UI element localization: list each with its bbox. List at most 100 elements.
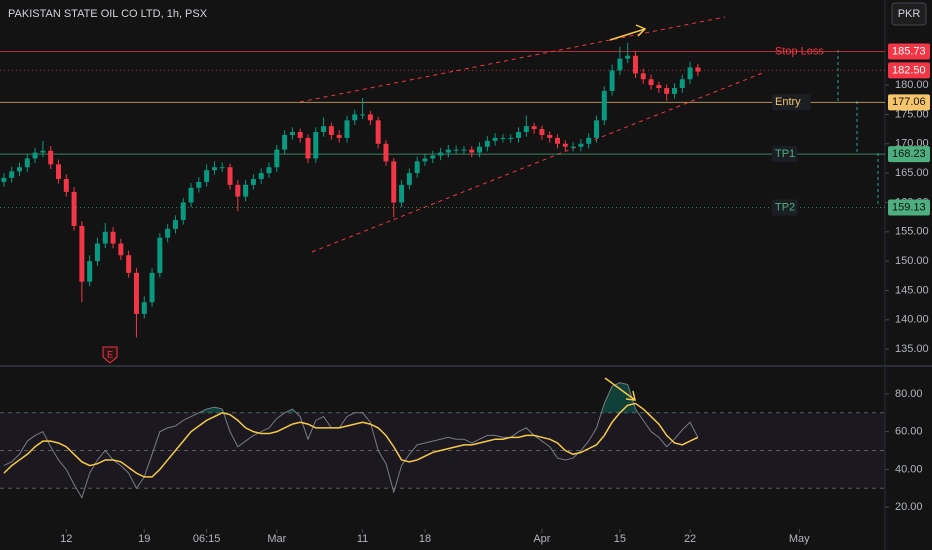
currency: PKR [898,8,921,20]
y-tick-label: 165.00 [895,167,929,179]
annotation-arrows [604,24,647,401]
candle-body [687,67,693,80]
rsi-line [3,402,699,478]
candle-body [336,134,342,138]
currency-box[interactable] [891,2,927,26]
x-tick-label: 22 [684,533,696,545]
x-tick-label: 15 [614,533,626,545]
candle-body [188,187,194,203]
y-tick-label: 20.00 [895,501,923,513]
candle-body [539,129,545,135]
y-tick-label: 145.00 [895,284,929,296]
candle-body [305,137,311,159]
x-tick-label: Mar [267,533,286,545]
candle-body [445,149,451,153]
y-tick-label: 40.00 [895,463,923,475]
candle-body [157,237,163,273]
candle-body [274,149,280,168]
price-tag-label: 182.50 [892,64,926,76]
overbought-fill [3,382,698,413]
candle-body [1,177,7,182]
candle-body [94,243,100,262]
y-tick-label: 60.00 [895,426,923,438]
candle-body [516,132,522,138]
level-label: Entry [775,96,801,108]
candle-body [586,137,592,144]
candle-body [16,167,22,172]
candle-body [313,132,319,159]
arrow [604,377,636,401]
x-tick-label: 06:15 [193,533,221,545]
earnings-badge[interactable] [102,346,118,364]
candle-body [87,261,93,282]
candle-body [32,152,38,159]
channel [299,16,766,253]
candle-body [648,79,654,86]
candle-body [352,114,358,121]
candle-body [391,161,397,203]
candle-body [492,137,498,141]
candle-body [344,120,350,138]
y-tick-label: 150.00 [895,255,929,267]
candle-body [383,143,389,162]
y-tick-label: 175.00 [895,108,929,120]
price-tag-label: 168.23 [892,148,926,160]
candle-body [180,202,186,221]
candle-body [243,184,249,197]
earnings-marker: E [107,349,113,359]
candle-body [562,143,568,147]
candle-body [289,132,295,135]
candle-body [204,170,210,182]
candle-body [547,134,553,138]
candle-body [55,164,61,179]
candle-body [71,191,77,226]
x-tick-label: 19 [138,533,150,545]
candle-body [48,150,54,165]
candle-body [632,55,638,74]
level-label: TP1 [775,148,795,160]
candle-body [250,178,256,185]
candle-body [555,137,561,144]
candle-body [508,137,514,139]
candle-body [578,143,584,147]
candle-body [375,120,381,144]
price-tag [888,199,930,216]
candle-body [102,231,108,244]
candle-body [141,302,147,314]
candle-body [399,184,405,203]
x-tick-label: May [789,533,810,545]
candle-body [126,255,132,273]
price-tag [888,146,930,163]
price-tag [888,62,930,79]
candle-body [625,55,631,59]
candle-body [321,126,327,133]
candle-body [196,181,202,188]
candle-body [461,149,467,151]
arrow [609,24,647,41]
chart-title: PAKISTAN STATE OIL CO LTD, 1h, PSX [8,8,208,20]
candle-body [640,73,646,80]
level-label-bg [772,199,798,216]
price-tag-label: 185.73 [892,45,926,57]
y-tick-label: 140.00 [895,314,929,326]
candle-body [133,272,139,314]
candle-body [438,152,444,156]
candle-body [211,167,217,171]
candle-body [63,178,69,192]
y-tick-label: 155.00 [895,226,929,238]
position-guides [837,50,879,206]
y-tick-label: 135.00 [895,343,929,355]
candle-body [219,167,225,169]
candle-body [422,158,428,162]
candle-body [671,88,677,94]
y-tick-label: 180.00 [895,79,929,91]
channel-upper [299,16,726,103]
candle-body [664,88,670,94]
candle-body [9,171,15,178]
x-tick-label: Apr [533,533,550,545]
candle-body [617,58,623,71]
candle-body [593,120,599,138]
x-tick-label: 11 [357,533,368,545]
candle-body [297,132,303,138]
y-tick-label: 80.00 [895,388,923,400]
